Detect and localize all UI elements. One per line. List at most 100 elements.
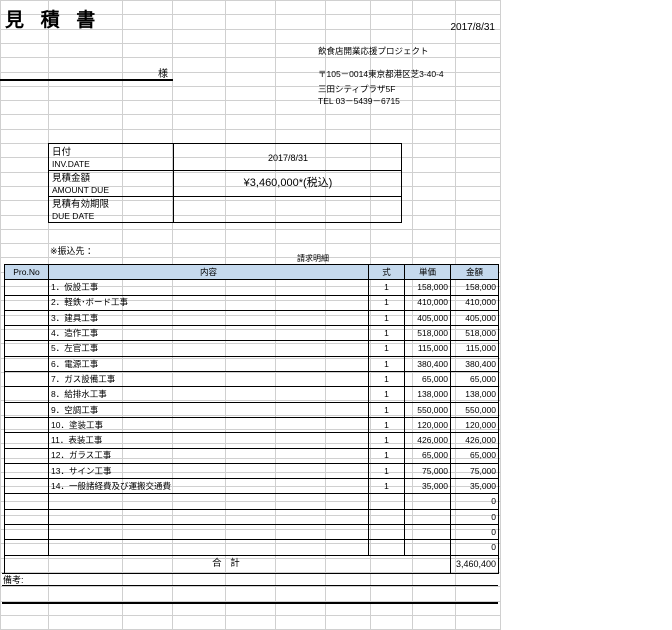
remarks-band: 備考: [2,573,498,586]
cell-qty: 1 [368,371,405,388]
grid-row-line [0,229,500,230]
cell-amount: 0 [450,539,499,556]
cell-qty: 1 [368,416,405,434]
info-value-date: 2017/8/31 [267,153,309,163]
grid-row-line [0,200,500,201]
cell-content [48,508,369,526]
cell-qty: 1 [368,294,405,311]
cell-amount: 0 [450,524,499,541]
cell-amount: 0 [450,508,499,526]
cell-amount: 550,000 [450,401,499,418]
cell-amount: 120,000 [450,416,499,434]
cell-amount: 426,000 [450,432,499,449]
cell-content: 11．表装工事 [48,432,369,449]
cell-qty: 1 [368,355,405,373]
col-header-content: 内容 [48,263,369,281]
cell-unit-price: 410,000 [404,294,451,311]
table-row: 3．建具工事 1 405,000 405,000 [4,309,499,327]
col-header-prono: Pro.No [4,263,49,281]
grid-row-line [0,57,500,58]
cell-unit-price [404,539,451,556]
cell-content: 6．電源工事 [48,355,369,373]
cell-content [48,539,369,556]
col-header-amount: 金額 [450,263,499,281]
cell-content: 9．空調工事 [48,401,369,418]
cell-qty: 1 [368,478,405,495]
col-header-qty: 式 [368,263,405,281]
info-box-divider-1 [49,169,401,171]
grid-row-line [0,100,500,101]
info-label-duedate-en: DUE DATE [52,211,95,221]
cell-amount: 138,000 [450,386,499,403]
cell-unit-price [404,508,451,526]
cell-unit-price: 138,000 [404,386,451,403]
grid-row-line [0,114,500,115]
cell-amount: 75,000 [450,462,499,480]
info-label-date-jp: 日付 [52,147,72,158]
cell-content: 10．塗装工事 [48,416,369,434]
summary-info-box: 日付 INV.DATE 2017/8/31 見積金額 AMOUNT DUE ¥3… [48,143,402,223]
cell-content: 7．ガス設備工事 [48,371,369,388]
table-row: 9．空調工事 1 550,000 550,000 [4,401,499,418]
cell-amount: 410,000 [450,294,499,311]
cell-qty [368,524,405,541]
cell-content: 5．左官工事 [48,340,369,357]
cell-prono [4,478,49,495]
addressee-underline [0,79,173,81]
cell-content: 8．給排水工事 [48,386,369,403]
grid-row-line [0,586,500,587]
cell-unit-price: 65,000 [404,447,451,464]
table-row: 0 [4,524,499,541]
info-value-amount: ¥3,460,000*(税込) [243,177,333,189]
col-header-unit: 単価 [404,263,451,281]
cell-amount: 0 [450,493,499,510]
cell-unit-price: 75,000 [404,462,451,480]
cell-prono [4,325,49,342]
cell-content: 14．一般諸経費及び運搬交通費 [48,478,369,495]
cell-prono [4,355,49,373]
cell-qty [368,508,405,526]
items-table: Pro.No 内容 式 単価 金額 1．仮設工事 1 158,000 158,000 2… [4,263,499,574]
grid-row-line [0,172,500,173]
table-row: 13．サイン工事 1 75,000 75,000 [4,462,499,480]
cell-unit-price: 35,000 [404,478,451,495]
info-label-duedate-jp: 見積有効期限 [52,199,110,210]
total-amount: 3,460,400 [450,554,499,574]
items-table-header-row: Pro.No 内容 式 単価 金額 [4,263,499,281]
grid-row-line [0,257,500,258]
remarks-bottom-rule [2,602,498,604]
table-row: 7．ガス設備工事 1 65,000 65,000 [4,371,499,388]
grid-row-line [0,43,500,44]
cell-content: 2．軽鉄･ボード工事 [48,294,369,311]
cell-prono [4,539,49,556]
total-row: 合 計 3,460,400 [4,554,499,574]
cell-amount: 518,000 [450,325,499,342]
document-date: 2017/8/31 [450,22,496,33]
cell-qty: 1 [368,279,405,296]
cell-amount: 380,400 [450,355,499,373]
cell-qty: 1 [368,325,405,342]
transfer-note: ※振込先 ： [50,246,97,256]
table-row: 8．給排水工事 1 138,000 138,000 [4,386,499,403]
info-box-divider-2 [49,196,401,198]
cell-prono [4,524,49,541]
cell-qty: 1 [368,462,405,480]
cell-prono [4,279,49,296]
cell-qty [368,493,405,510]
table-row: 4．造作工事 1 518,000 518,000 [4,325,499,342]
table-row: 0 [4,539,499,556]
sender-building: 三田シティプラザ5F [318,84,396,94]
grid-row-line [0,129,500,130]
cell-unit-price: 65,000 [404,371,451,388]
items-table-body: 1．仮設工事 1 158,000 158,000 2．軽鉄･ボード工事 1 410,000 4… [4,279,499,556]
cell-content [48,493,369,510]
table-row: 10．塗装工事 1 120,000 120,000 [4,416,499,434]
cell-unit-price: 380,400 [404,355,451,373]
grid-row-line [0,243,500,244]
cell-unit-price: 518,000 [404,325,451,342]
cell-prono [4,309,49,327]
cell-unit-price: 426,000 [404,432,451,449]
cell-unit-price: 405,000 [404,309,451,327]
table-row: 6．電源工事 1 380,400 380,400 [4,355,499,373]
cell-unit-price [404,493,451,510]
